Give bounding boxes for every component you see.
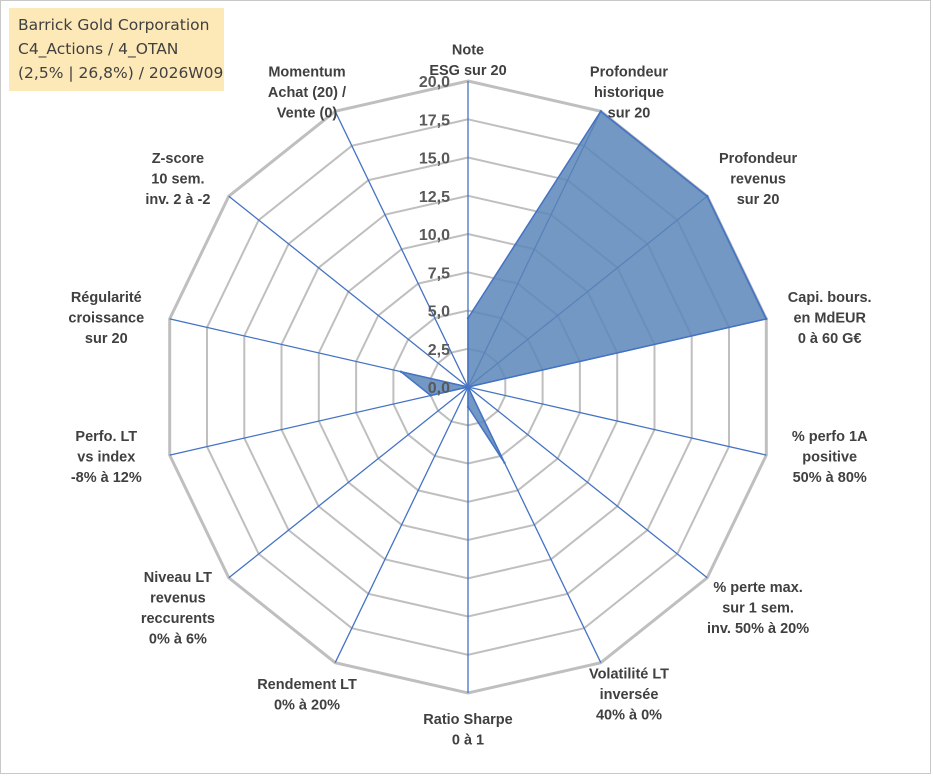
axis-label-line: Volatilité LT — [589, 667, 669, 683]
axis-label-line: ESG sur 20 — [429, 63, 506, 79]
axis-label-line: en MdEUR — [793, 311, 866, 327]
axis-label-line: 50% à 80% — [793, 470, 867, 486]
axis-label-line: Momentum — [268, 64, 345, 80]
axis-label-line: revenus — [150, 590, 206, 606]
axis-label-line: sur 20 — [737, 192, 780, 208]
axis-label-line: % perfo 1A — [792, 429, 868, 445]
data-point — [466, 405, 470, 409]
tick-label: 20,0 — [419, 74, 450, 91]
axis-label-line: sur 20 — [608, 105, 651, 121]
axis-label: Rendement LT 0% à 20% — [257, 677, 357, 714]
spoke-line — [228, 195, 469, 388]
tick-label: 17,5 — [419, 112, 450, 129]
company-name: Barrick Gold Corporation — [18, 16, 210, 34]
axis-label-line: positive — [802, 449, 857, 465]
axis-label: Z-score 10 sem. inv. 2 à -2 — [145, 151, 210, 208]
axis-label-line: croissance — [68, 311, 144, 327]
radar-series — [399, 110, 768, 464]
data-point — [765, 317, 768, 321]
axis-label-line: Z-score — [152, 151, 204, 167]
axis-label-line: vs index — [77, 449, 135, 465]
axis-label: Profondeur historique sur 20 — [590, 64, 668, 121]
series-area — [400, 110, 768, 464]
spoke-line — [169, 386, 469, 456]
axis-label-line: 0% à 6% — [149, 631, 207, 647]
portfolio-category: C4_Actions / 4_OTAN — [18, 40, 179, 58]
axis-label-line: 0% à 20% — [274, 697, 340, 713]
tick-label: 12,5 — [419, 189, 450, 206]
axis-label-line: % perte max. — [713, 580, 802, 596]
tick-label: 0,0 — [428, 380, 450, 397]
data-point — [599, 110, 602, 113]
axis-label: Ratio Sharpe 0 à 1 — [423, 712, 512, 749]
data-point — [399, 370, 403, 373]
axis-label: Note ESG sur 20 — [429, 43, 506, 80]
axis-label-line: Profondeur — [590, 64, 668, 80]
data-point — [466, 316, 470, 320]
axis-label-line: Régularité — [71, 290, 142, 306]
axis-label: Régularité croissance sur 20 — [68, 290, 144, 347]
axis-label-line: 10 sem. — [151, 172, 204, 188]
axis-label-line: 0 à 60 G€ — [798, 331, 862, 347]
radial-tick-labels: 0,0 2,5 5,0 7,5 10,0 12,5 15,0 17,5 20,0 — [419, 74, 450, 397]
axis-label-line: Vente (0) — [277, 105, 338, 121]
axis-label: % perte max. sur 1 sem. inv. 50% à 20% — [707, 580, 809, 637]
weights-and-week: (2,5% | 26,8%) / 2026W09 — [18, 64, 224, 82]
axis-label-line: inversée — [600, 687, 659, 703]
info-box: Barrick Gold Corporation C4_Actions / 4_… — [9, 8, 224, 91]
spoke-line — [334, 386, 469, 663]
data-point — [706, 195, 709, 198]
axis-label-line: Perfo. LT — [75, 429, 137, 445]
axis-label-line: 0 à 1 — [452, 733, 484, 749]
tick-label: 2,5 — [428, 342, 450, 359]
data-point — [429, 394, 432, 397]
axis-label-line: revenus — [730, 172, 786, 188]
spoke-line — [228, 386, 469, 579]
tick-label: 7,5 — [428, 265, 450, 282]
axis-label-line: inv. 50% à 20% — [707, 621, 809, 637]
axis-label-line: Rendement LT — [257, 677, 357, 693]
axis-labels: Note ESG sur 20 Profondeur historique sur 20… — [68, 43, 871, 749]
axis-label-line: sur 1 sem. — [722, 601, 794, 617]
axis-label-line: inv. 2 à -2 — [145, 192, 210, 208]
tick-label: 10,0 — [419, 227, 450, 244]
axis-label-line: Niveau LT — [144, 570, 212, 586]
tick-label: 15,0 — [419, 151, 450, 168]
axis-label-line: 40% à 0% — [596, 708, 662, 724]
spoke-line — [467, 386, 767, 456]
axis-label-line: Ratio Sharpe — [423, 712, 512, 728]
data-point — [466, 385, 470, 389]
axis-label-line: historique — [594, 85, 664, 101]
axis-label-line: Capi. bours. — [788, 290, 872, 306]
axis-label: Perfo. LT vs index -8% à 12% — [71, 429, 142, 486]
tick-label: 5,0 — [428, 304, 450, 321]
spoke-line — [467, 386, 708, 579]
axis-label-line: -8% à 12% — [71, 470, 142, 486]
spoke-line — [334, 111, 469, 388]
axis-label-line: sur 20 — [85, 331, 128, 347]
axis-label: Profondeur revenus sur 20 — [719, 151, 797, 208]
axis-label: Volatilité LT inversée 40% à 0% — [589, 667, 669, 724]
axis-label-line: Achat (20) / — [268, 85, 346, 101]
axis-label-line: Note — [452, 43, 484, 59]
axis-label-line: reccurents — [141, 611, 215, 627]
axis-label: Niveau LT revenus reccurents 0% à 6% — [141, 570, 215, 648]
axis-label: % perfo 1A positive 50% à 80% — [792, 429, 868, 486]
axis-label: Capi. bours. en MdEUR 0 à 60 G€ — [788, 290, 872, 347]
axis-label-line: Profondeur — [719, 151, 797, 167]
data-point — [503, 461, 506, 464]
axis-label: Momentum Achat (20) / Vente (0) — [268, 64, 346, 121]
